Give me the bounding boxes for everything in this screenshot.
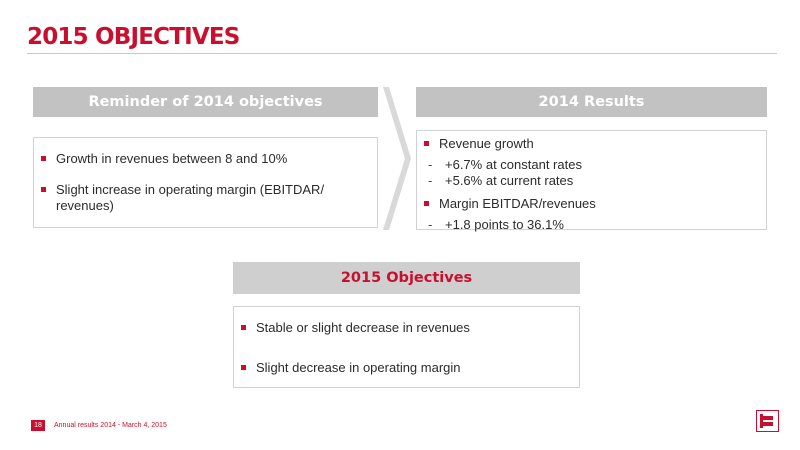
bullet-icon	[41, 187, 46, 192]
sub-item: - +5.6% at current rates	[417, 173, 766, 189]
dash-marker: -	[428, 157, 433, 172]
page-number: 18	[31, 420, 45, 431]
list-item: Slight increase in operating margin (EBI…	[34, 182, 371, 214]
footer: 18 Annual results 2014 - March 4, 2015	[31, 420, 167, 431]
company-logo-icon	[756, 410, 779, 432]
dash-marker: -	[428, 173, 433, 188]
bullet-icon	[424, 141, 429, 146]
bullet-icon	[41, 156, 46, 161]
bullet-icon	[241, 365, 246, 370]
results-box: Revenue growth - +6.7% at constant rates…	[416, 130, 767, 233]
results-group-label: Margin EBITDAR/revenues	[439, 196, 596, 211]
objectives-header: 2015 Objectives	[233, 262, 580, 294]
reminder-box: Growth in revenues between 8 and 10% Sli…	[33, 137, 378, 228]
list-item: Growth in revenues between 8 and 10%	[34, 151, 371, 167]
sub-list: - +1.8 points to 36.1%	[417, 212, 766, 233]
reminder-list: Growth in revenues between 8 and 10% Sli…	[34, 138, 377, 214]
results-header: 2014 Results	[416, 87, 767, 117]
list-item: Slight decrease in operating margin	[234, 360, 579, 376]
objectives-item-text: Slight decrease in operating margin	[256, 360, 461, 375]
sub-list: - +6.7% at constant rates - +5.6% at cur…	[417, 152, 766, 189]
bullet-icon	[424, 201, 429, 206]
objectives-item-text: Stable or slight decrease in revenues	[256, 320, 470, 335]
list-item: Stable or slight decrease in revenues	[234, 320, 579, 336]
reminder-item-text: Growth in revenues between 8 and 10%	[56, 151, 288, 166]
chevron-arrow-icon	[383, 87, 411, 230]
results-group-label: Revenue growth	[439, 136, 534, 151]
objectives-box: Stable or slight decrease in revenues Sl…	[233, 306, 580, 388]
sub-item-text: +1.8 points to 36.1%	[445, 217, 564, 232]
sub-item: - +1.8 points to 36.1%	[417, 217, 766, 233]
list-item: Margin EBITDAR/revenues - +1.8 points to…	[417, 196, 766, 233]
reminder-header: Reminder of 2014 objectives	[33, 87, 378, 117]
dash-marker: -	[428, 217, 433, 232]
sub-item-text: +6.7% at constant rates	[445, 157, 582, 172]
reminder-item-text: Slight increase in operating margin (EBI…	[56, 182, 325, 213]
bullet-icon	[241, 325, 246, 330]
title-divider	[27, 53, 777, 54]
footer-text: Annual results 2014 - March 4, 2015	[54, 422, 167, 429]
results-list: Revenue growth - +6.7% at constant rates…	[417, 131, 766, 233]
slide-title: 2015 OBJECTIVES	[27, 24, 240, 50]
sub-item: - +6.7% at constant rates	[417, 157, 766, 173]
list-item: Revenue growth - +6.7% at constant rates…	[417, 136, 766, 189]
objectives-list: Stable or slight decrease in revenues Sl…	[234, 307, 579, 376]
sub-item-text: +5.6% at current rates	[445, 173, 574, 188]
